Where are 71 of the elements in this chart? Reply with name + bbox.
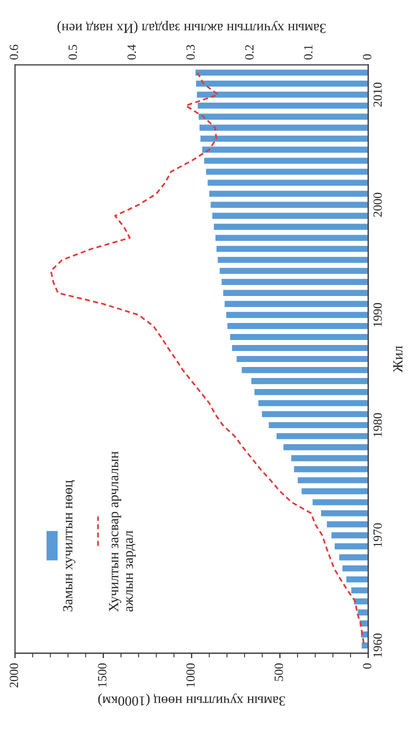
bar	[312, 499, 368, 506]
bar	[232, 344, 368, 352]
bar	[298, 477, 368, 484]
x2-axis-title: Замын хучилтын ажлын зардал (Их наяд иен)	[57, 20, 326, 34]
bar	[242, 367, 368, 374]
bar	[209, 190, 368, 197]
bar	[198, 102, 368, 109]
bar	[251, 378, 368, 384]
bar	[258, 400, 368, 406]
x-tick-label: 1000	[186, 663, 195, 687]
bar	[346, 576, 368, 582]
x2-tick-label: 0.4	[127, 44, 136, 60]
bar	[216, 246, 368, 252]
bar	[230, 334, 368, 340]
bar	[204, 158, 368, 164]
bar	[210, 202, 368, 208]
y-tick-label: 1970	[373, 523, 382, 547]
bar	[291, 455, 368, 462]
bar	[198, 114, 368, 120]
bar	[302, 488, 368, 494]
bar	[196, 80, 368, 87]
y-tick-label: 1980	[373, 413, 382, 437]
bar	[331, 532, 368, 538]
bar	[215, 234, 368, 241]
x2-tick-label: 0.5	[68, 44, 78, 60]
x2-tick-label: 0	[362, 54, 372, 60]
y-tick-label: 1960	[373, 633, 382, 657]
bar	[268, 422, 368, 428]
x-tick-label: 500	[274, 663, 284, 681]
bar	[334, 543, 368, 550]
x-axis-title: Замын хучилтын нөөц (1000км)	[98, 693, 285, 706]
bar	[326, 521, 368, 528]
legend-label: Хучилтын засвар арчлалын ажлын зардал	[109, 451, 136, 612]
bar	[212, 212, 368, 219]
bar	[196, 92, 368, 98]
bar	[200, 136, 368, 142]
bar	[206, 168, 368, 175]
x2-tick-label: 0.1	[304, 45, 313, 60]
y-tick-label: 1990	[373, 302, 382, 326]
x2-tick-label: 0.3	[186, 44, 195, 60]
bar	[254, 389, 368, 396]
bar	[222, 278, 368, 285]
bar	[218, 256, 368, 263]
bar	[208, 180, 368, 186]
x-tick-label: 1500	[98, 663, 106, 687]
bar	[200, 124, 368, 131]
bar	[294, 466, 368, 472]
bar	[262, 411, 368, 418]
bar	[342, 565, 368, 572]
bar	[220, 268, 368, 274]
legend-label: Замын хучилтын нөөц	[63, 480, 76, 612]
bar	[276, 433, 368, 440]
bar	[226, 312, 368, 318]
bar	[195, 70, 368, 76]
x2-tick-label: 0.2	[245, 45, 254, 60]
y-tick-label: 2000	[373, 192, 382, 217]
bar	[351, 587, 368, 594]
bar	[202, 146, 368, 153]
bar	[224, 300, 368, 307]
bar	[236, 356, 368, 362]
bar	[339, 554, 368, 560]
bar	[227, 322, 368, 330]
bar	[321, 510, 368, 516]
bar	[223, 290, 368, 296]
x-tick-label: 2000	[10, 663, 18, 688]
y-tick-label: 2010	[373, 82, 382, 107]
x2-tick-label: 0.6	[10, 44, 18, 60]
x-tick-label: 0	[362, 663, 372, 669]
bar	[283, 444, 368, 450]
bar	[214, 224, 368, 230]
y-axis-title: Жил	[393, 346, 403, 372]
